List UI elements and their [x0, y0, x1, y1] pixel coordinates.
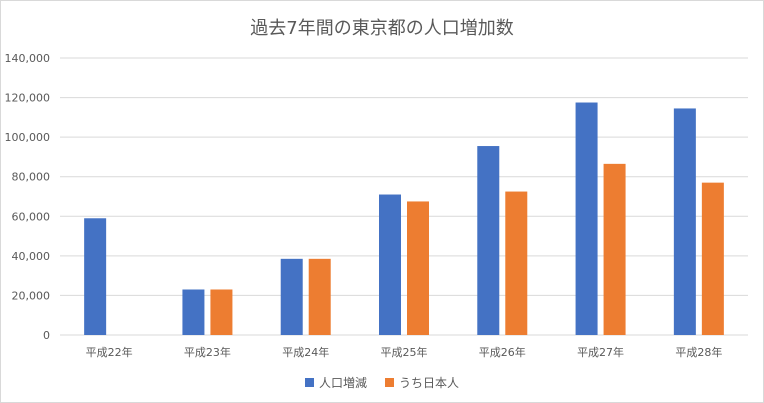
legend-item-series-1: 人口増減 [304, 374, 367, 391]
bar-series-2 [407, 201, 429, 335]
y-axis: 0 20,000 40,000 60,000 80,000 100,000 120,000 1… [5, 52, 51, 342]
bar-series-2 [603, 163, 626, 335]
y-tick-label: 120,000 [5, 92, 51, 105]
y-tick-label: 60,000 [12, 210, 51, 223]
y-tick-label: 0 [43, 329, 50, 342]
x-tick-label: 平成28年 [675, 345, 722, 359]
bar-series-1 [673, 108, 696, 335]
bar-series-1 [280, 258, 303, 335]
legend-item-series-2: うち日本人 [385, 374, 459, 391]
bar-series-1 [575, 102, 598, 336]
legend-swatch [385, 378, 394, 387]
bar-series-1 [477, 146, 500, 335]
bar-series-2 [505, 191, 528, 335]
bar-series-2 [210, 289, 233, 335]
x-tick-label: 平成26年 [479, 345, 526, 359]
y-tick-label: 40,000 [12, 250, 51, 263]
bar-series-2 [701, 182, 724, 335]
x-tick-label: 平成23年 [184, 345, 231, 359]
legend: 人口増減 うち日本人 [0, 374, 764, 391]
x-tick-label: 平成24年 [282, 345, 329, 359]
legend-label: 人口増減 [318, 376, 367, 390]
gridlines [60, 57, 748, 336]
chart-title: 過去7年間の東京都の人口増加数 [250, 18, 514, 39]
bars [84, 102, 724, 336]
x-tick-label: 平成22年 [86, 345, 133, 359]
y-tick-label: 140,000 [5, 52, 51, 65]
bar-series-2 [308, 258, 331, 335]
y-tick-label: 20,000 [12, 289, 51, 302]
x-axis: 平成22年 平成23年 平成24年 平成25年 平成26年 平成27年 平成28年 [86, 345, 723, 359]
bar-series-1 [182, 289, 205, 335]
bar-series-1 [84, 218, 107, 335]
x-tick-label: 平成25年 [381, 345, 428, 359]
y-tick-label: 80,000 [12, 171, 51, 184]
x-tick-label: 平成27年 [577, 345, 624, 359]
legend-label: うち日本人 [399, 376, 460, 390]
y-tick-label: 100,000 [5, 131, 51, 144]
legend-swatch [304, 378, 314, 387]
bar-series-1 [379, 194, 401, 335]
